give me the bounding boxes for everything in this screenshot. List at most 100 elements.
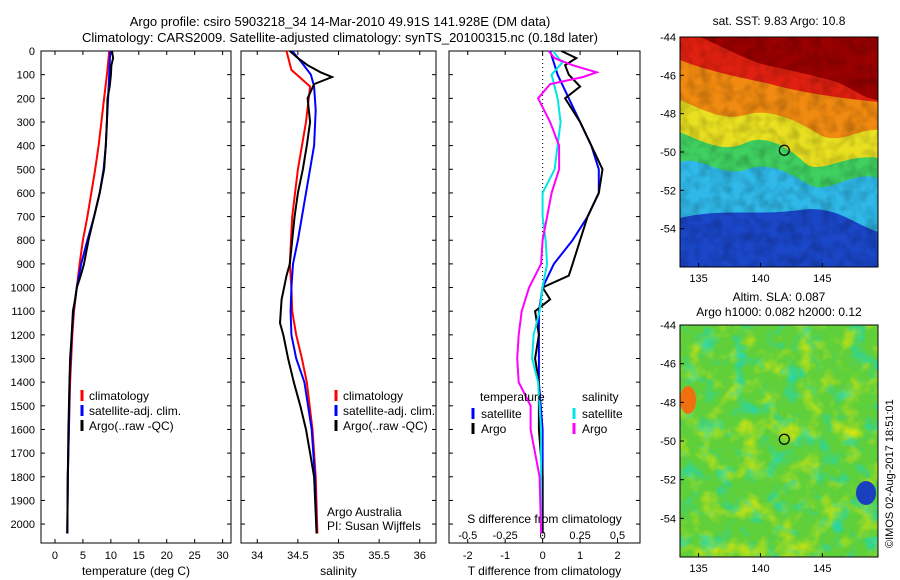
float-position-marker [778, 144, 790, 156]
map-x-tick-label: 135 [689, 273, 707, 285]
sst-map-title: sat. SST: 9.83 Argo: 10.8 [713, 14, 846, 28]
legend-label: climatology [89, 389, 149, 403]
sla-map-title: Altim. SLA: 0.087 [733, 290, 826, 304]
annotation-text: Argo Australia [327, 505, 402, 519]
x-axis-label: T difference from climatology [468, 564, 622, 578]
legend-label: Argo [582, 422, 608, 436]
x-tick-label: 20 [161, 550, 173, 562]
legend-label: Argo(..raw -QC) [343, 419, 428, 433]
x-tick-label: 15 [133, 550, 145, 562]
map-y-tick-label: -44 [660, 32, 676, 44]
x-tick-label: 34 [251, 550, 263, 562]
y-tick-label: 400 [17, 141, 35, 153]
top-tick-label: -0.5 [458, 530, 477, 542]
figure-title-line-1: Argo profile: csiro 5903218_34 14-Mar-20… [129, 14, 551, 29]
sla-map-subtitle: Argo h1000: 0.082 h2000: 0.12 [696, 305, 862, 319]
x-tick-label: 36 [414, 550, 426, 562]
legend-label: satellite-adj. clim. [89, 404, 181, 418]
map-y-tick-label: -52 [660, 475, 676, 487]
y-tick-label: 300 [17, 117, 35, 129]
x-axis-label: temperature (deg C) [82, 564, 190, 578]
y-tick-label: 800 [17, 235, 35, 247]
map-y-tick-label: -50 [660, 147, 676, 159]
series-line-salinity-satellite [531, 50, 564, 534]
x-tick-label: 2 [614, 550, 620, 562]
x-tick-label: 0 [52, 550, 58, 562]
x-tick-label: 35 [332, 550, 344, 562]
series-line-satellite [289, 50, 318, 534]
top-axis-label: S difference from climatology [467, 512, 622, 526]
legend-label: Argo [481, 422, 507, 436]
y-tick-label: 1100 [11, 306, 35, 318]
map-y-tick-label: -54 [660, 224, 676, 236]
sla-map-panel: 135 140 145 -44 -46 -48 -50 -52 -54 Altim. SLA: 0… [660, 290, 879, 575]
map-x-tick-label: 145 [813, 563, 831, 575]
y-tick-label: 0 [29, 46, 35, 58]
legend-label: satellite [481, 407, 522, 421]
y-tick-label: 1700 [11, 448, 35, 460]
y-tick-label: 1300 [11, 354, 35, 366]
float-position-marker [778, 433, 790, 445]
y-tick-label: 900 [17, 259, 35, 271]
legend-title-salinity: salinity [582, 390, 619, 404]
annotation-text: PI: Susan Wijffels [327, 519, 421, 533]
y-tick-label: 2000 [11, 519, 35, 531]
series-line-salinity-argo [516, 50, 600, 534]
map-y-tick-label: -54 [660, 513, 676, 525]
x-tick-label: 10 [105, 550, 117, 562]
legend-label: Argo(..raw -QC) [89, 419, 174, 433]
figure-title-line-2: Climatology: CARS2009. Satellite-adjuste… [82, 30, 598, 45]
x-tick-label: 25 [189, 550, 201, 562]
x-tick-label: 34.5 [287, 550, 308, 562]
x-axis-label: salinity [320, 564, 357, 578]
y-tick-label: 600 [17, 188, 35, 200]
legend-label: satellite-adj. clim. [343, 404, 435, 418]
y-tick-label: 1200 [11, 330, 35, 342]
map-x-tick-label: 140 [751, 273, 769, 285]
map-y-tick-label: -44 [660, 320, 676, 332]
y-tick-label: 1600 [11, 424, 35, 436]
map-y-tick-label: -48 [660, 397, 676, 409]
map-x-tick-label: 140 [751, 563, 769, 575]
map-y-tick-label: -50 [660, 436, 676, 448]
x-tick-label: 5 [80, 550, 86, 562]
difference-panel: -2 -1 0 1 2 T difference from climatology -0.5… [448, 50, 641, 578]
x-tick-label: 1 [577, 550, 583, 562]
top-tick-label: 0.25 [569, 530, 590, 542]
y-tick-label: 100 [17, 70, 35, 82]
x-tick-label: -2 [463, 550, 473, 562]
y-tick-label: 1400 [11, 377, 35, 389]
y-tick-label: 1800 [11, 472, 35, 484]
x-tick-label: -1 [500, 550, 510, 562]
y-tick-label: 700 [17, 212, 35, 224]
legend-title-temperature: temperature [480, 390, 545, 404]
plot-frame [240, 50, 437, 544]
series-line-argo [66, 50, 115, 534]
salinity-panel: 34 34.5 35 35.5 36 salinity climatologysatelli… [240, 50, 437, 578]
series-line-temperature-argo [534, 50, 604, 534]
top-tick-label: -0.25 [493, 530, 518, 542]
x-tick-label: 35.5 [368, 550, 389, 562]
y-tick-label: 1500 [11, 401, 35, 413]
y-tick-label: 1000 [11, 283, 35, 295]
top-tick-label: 0.5 [610, 530, 625, 542]
map-y-tick-label: -46 [660, 70, 676, 82]
x-tick-label: 30 [216, 550, 228, 562]
map-y-tick-label: -52 [660, 185, 676, 197]
sst-map-panel: 135 140 145 -44 -46 -48 -50 -52 -54 sat. SST: 9.8… [660, 14, 879, 285]
imos-timestamp: ©IMOS 02-Aug-2017 18:51:01 [884, 399, 896, 548]
sla-red-patch [680, 386, 696, 414]
plot-frame [40, 50, 232, 544]
x-tick-label: 0 [540, 550, 546, 562]
y-tick-label: 1900 [11, 495, 35, 507]
map-x-tick-label: 145 [813, 273, 831, 285]
legend-label: climatology [343, 389, 403, 403]
legend-label: satellite [582, 407, 623, 421]
y-tick-label: 500 [17, 164, 35, 176]
plot-frame [448, 50, 641, 544]
map-x-tick-label: 135 [689, 563, 707, 575]
temperature-panel: 0100200300400500600700800900100011001200… [11, 46, 232, 578]
map-y-tick-label: -48 [660, 109, 676, 121]
map-y-tick-label: -46 [660, 359, 676, 371]
